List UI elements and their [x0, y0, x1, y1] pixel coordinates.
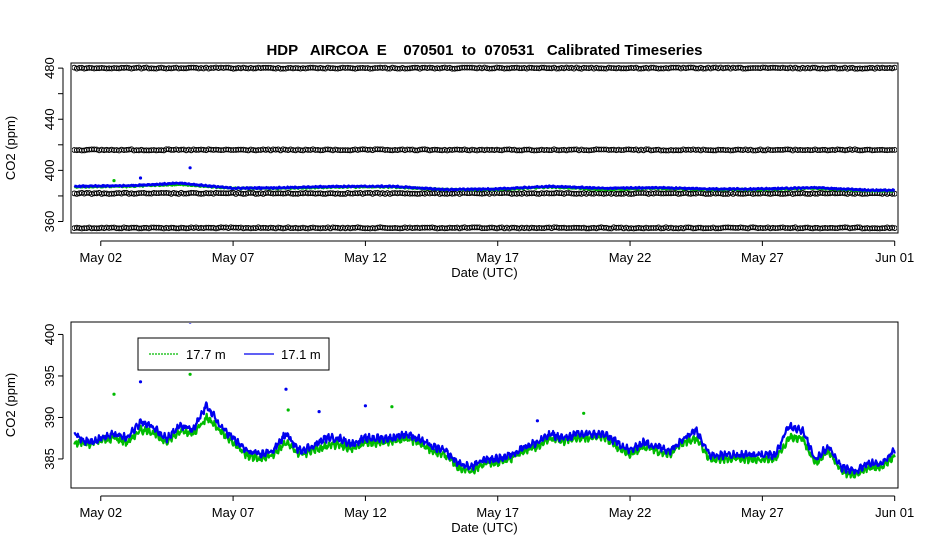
outlier-point — [138, 380, 143, 384]
plot-frame — [70, 321, 899, 489]
calibration-level-355 — [72, 224, 897, 232]
legend-label: 17.7 m — [186, 347, 226, 362]
x-tick-label: Jun 01 — [875, 250, 914, 265]
x-tick-label: May 22 — [609, 505, 652, 520]
plot-area — [72, 64, 897, 232]
x-tick-label: May 27 — [741, 250, 784, 265]
outlier-point — [112, 179, 116, 183]
y-tick-label: 395 — [42, 365, 57, 387]
outlier-point — [112, 392, 116, 396]
outlier-point — [582, 411, 586, 415]
bottom-panel: May 02 May 07 May 12 May 17 May 22 May 27 Jun … — [3, 321, 914, 535]
legend-box — [137, 337, 330, 371]
x-tick-label: May 07 — [212, 250, 255, 265]
outlier-point — [286, 408, 290, 412]
x-tick-label: May 27 — [741, 505, 784, 520]
series-1-line — [73, 401, 896, 475]
calibration-point — [889, 147, 896, 153]
outlier-point — [188, 166, 192, 170]
calibration-level-382 — [72, 189, 897, 197]
y-tick-label: 400 — [42, 324, 57, 346]
series-1-line — [73, 181, 896, 193]
calibration-point — [891, 64, 897, 71]
plot-frame — [70, 62, 899, 234]
top-panel: HDP AIRCOA E 070501 to 070531 Calibrated… — [3, 42, 914, 280]
x-tick-label: May 12 — [344, 505, 387, 520]
x-tick-label: May 07 — [212, 505, 255, 520]
y-axis-label: CO2 (ppm) — [3, 373, 18, 437]
calibration-point — [889, 224, 896, 231]
y-tick-label: 400 — [42, 160, 57, 182]
outlier-point — [317, 410, 321, 414]
outlier-point — [188, 372, 192, 376]
y-tick-label: 440 — [42, 108, 57, 130]
y-tick-label: 385 — [42, 448, 57, 470]
y-axis-label: CO2 (ppm) — [3, 116, 18, 180]
x-axis-label: Date (UTC) — [451, 520, 517, 535]
x-tick-label: May 02 — [79, 250, 122, 265]
calibration-level-416 — [72, 146, 897, 154]
calibration-point — [889, 65, 896, 72]
calibration-point — [891, 225, 897, 231]
outlier-point — [363, 404, 367, 408]
x-tick-label: May 02 — [79, 505, 122, 520]
outlier-point — [284, 387, 288, 391]
x-tick-label: May 17 — [476, 505, 519, 520]
plot-area — [73, 323, 896, 479]
y-tick-label: 480 — [42, 57, 57, 79]
legend: 17.7 m 17.1 m — [137, 337, 330, 371]
outlier-point — [390, 405, 394, 409]
x-axis-label: Date (UTC) — [451, 265, 517, 280]
legend-label: 17.1 m — [281, 347, 321, 362]
outlier-point — [188, 323, 192, 324]
outlier-point — [535, 419, 540, 423]
x-tick-label: May 17 — [476, 250, 519, 265]
y-tick-label: 390 — [42, 407, 57, 429]
x-tick-label: Jun 01 — [875, 505, 914, 520]
x-tick-label: May 22 — [609, 250, 652, 265]
calibration-level-480 — [72, 64, 897, 72]
chart-title: HDP AIRCOA E 070501 to 070531 Calibrated… — [266, 42, 702, 59]
outlier-point — [138, 176, 143, 180]
x-tick-label: May 12 — [344, 250, 387, 265]
y-tick-label: 360 — [42, 211, 57, 233]
calibration-point — [891, 147, 897, 153]
